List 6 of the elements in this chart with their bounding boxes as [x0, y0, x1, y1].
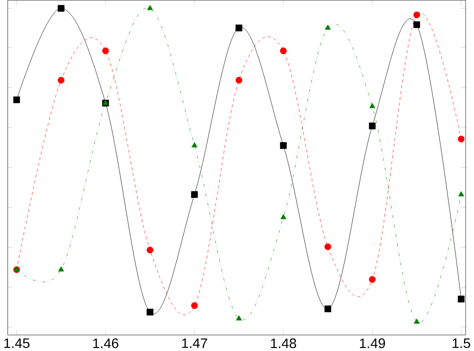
x-tick-label: 1.48	[271, 338, 296, 348]
x-tick-label: 1.49	[360, 338, 385, 348]
x-tick-label: 1.45	[4, 338, 30, 348]
x-tick-label: 1.46	[93, 338, 118, 348]
x-tick-label: 1.5	[452, 338, 470, 348]
x-tick-label: 1.47	[182, 338, 208, 348]
